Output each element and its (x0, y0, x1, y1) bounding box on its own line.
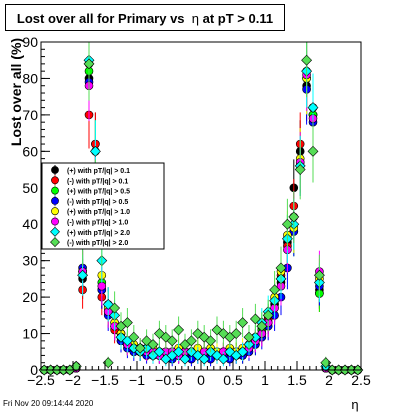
legend-entry-label: (-) with pT/|q| > 1.0 (67, 220, 128, 227)
data-point (153, 346, 165, 358)
legend-entry-label: (+) with pT/|q| > 0.1 (67, 168, 130, 175)
data-point (77, 269, 89, 281)
y-tick-label: 90 (22, 34, 38, 50)
data-point (281, 218, 293, 230)
legend-entry-label: (-) with pT/|q| > 0.1 (67, 178, 128, 185)
data-point (256, 320, 268, 332)
data-point (307, 102, 319, 114)
x-tick-label: 0.5 (223, 372, 243, 388)
legend-entry-label: (+) with pT/|q| > 0.5 (67, 189, 130, 196)
data-point (205, 335, 217, 347)
legend-marker (51, 186, 59, 195)
data-point (166, 335, 178, 347)
data-point (230, 328, 242, 339)
y-tick-label: 10 (22, 326, 38, 342)
data-point (294, 164, 306, 175)
legend-marker (51, 176, 59, 185)
data-point (97, 281, 107, 291)
data-point (147, 339, 159, 350)
y-tick-label: 70 (22, 107, 38, 123)
x-tick-label: −0.5 (155, 372, 183, 388)
data-point (185, 335, 197, 347)
data-point (243, 331, 255, 343)
x-tick-label: −1 (129, 372, 145, 388)
y-tick-label: 60 (22, 143, 38, 159)
title-eta-symbol: η (191, 11, 199, 26)
x-tick-label: −1.5 (91, 372, 119, 388)
data-point (121, 317, 133, 329)
x-tick-label: 1 (261, 372, 269, 388)
legend-entry-label: (-) with pT/|q| > 0.5 (67, 199, 128, 206)
data-point (217, 353, 229, 365)
data-point (275, 262, 287, 274)
legend-entry-label: (-) with pT/|q| > 2.0 (67, 240, 128, 247)
data-point (237, 346, 249, 358)
data-point (198, 353, 210, 365)
legend-marker (51, 196, 59, 205)
y-tick-label: 20 (22, 289, 38, 305)
timestamp-footer: Fri Nov 20 09:14:44 2020 (3, 399, 94, 408)
legend-marker (51, 207, 59, 216)
title-text-2: at pT > 0.11 (199, 11, 274, 26)
legend-box (41, 162, 165, 250)
legend-entry-label: (+) with pT/|q| > 2.0 (67, 230, 130, 237)
data-point (249, 313, 261, 325)
data-point (173, 346, 185, 358)
data-point (109, 302, 121, 314)
x-tick-label: 0 (197, 372, 205, 388)
data-point (134, 342, 146, 354)
x-tick-label: 2.5 (351, 372, 371, 388)
x-tick-label: 1.5 (287, 372, 307, 388)
data-point (288, 211, 300, 223)
chart-title: Lost over all for Primary vs η at pT > 0… (5, 4, 285, 31)
x-axis-label: η (351, 397, 358, 412)
x-tick-label: −2.5 (27, 372, 55, 388)
legend-entry-label: (+) with pT/|q| > 1.0 (67, 209, 130, 216)
data-point (262, 309, 274, 321)
data-point (128, 331, 140, 343)
y-tick-label: 80 (22, 70, 38, 86)
data-point (301, 54, 313, 66)
y-tick-label: 0 (30, 362, 38, 378)
title-text-1: Lost over all for Primary vs (16, 11, 192, 26)
x-tick-label: 2 (325, 372, 333, 388)
data-point (313, 269, 325, 281)
data-point (173, 324, 185, 336)
legend: (+) with pT/|q| > 0.1 (-) with pT/|q| > 0… (41, 162, 165, 250)
data-point (83, 58, 95, 70)
legend-marker (51, 217, 59, 226)
legend-marker (50, 226, 60, 237)
y-axis-label: Lost over all (%) (8, 38, 24, 146)
legend-marker (50, 237, 60, 248)
data-point (269, 284, 281, 296)
data-point (89, 145, 101, 157)
axes: −2.5 −2 −1.5 −1 −0.5 0 0.5 1 1.5 2 2.5 0 10 20 30 40 50 6… (22, 34, 371, 388)
y-tick-label: 50 (22, 180, 38, 196)
data-point (237, 317, 249, 329)
y-tick-label: 40 (22, 216, 38, 232)
data-point (307, 145, 319, 157)
legend-marker (51, 166, 59, 174)
y-tick-label: 30 (22, 253, 38, 269)
x-tick-label: −2 (65, 372, 81, 388)
data-point (179, 353, 191, 365)
